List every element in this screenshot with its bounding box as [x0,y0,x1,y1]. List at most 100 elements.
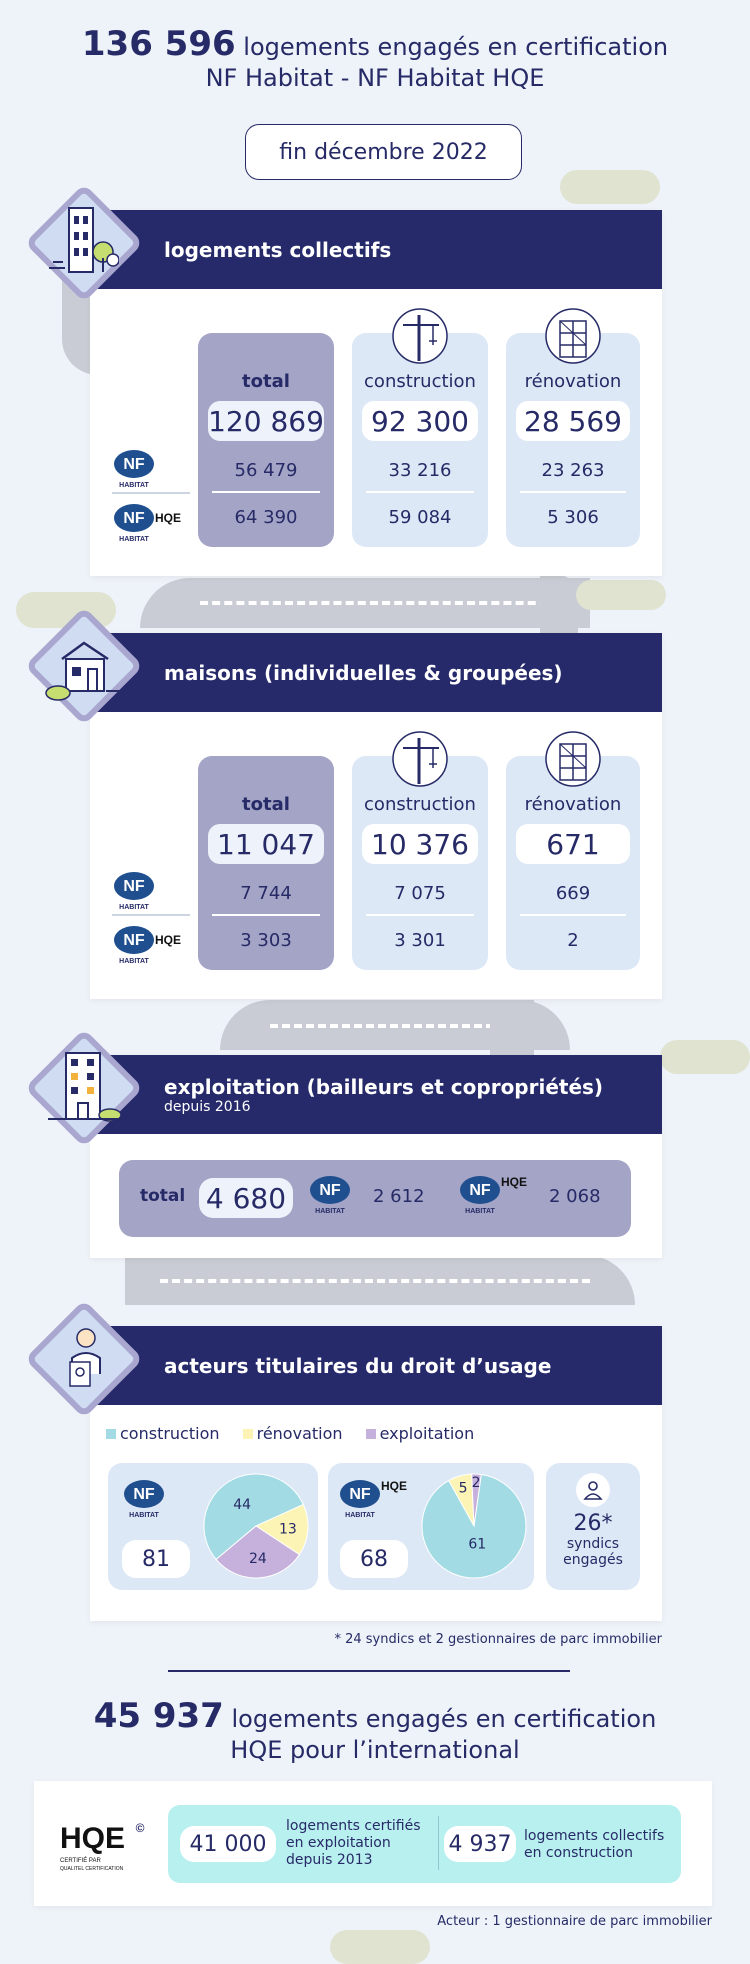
text-line: logements certifiés [286,1818,421,1834]
column-big-value: 671 [516,824,630,864]
hqe-value: 2 [567,930,579,951]
legend-renovation: rénovation [242,1424,343,1443]
collectifs-banner: logements collectifs [90,210,662,289]
column-label: rénovation [524,794,622,815]
nf-habitat-logo: NF HABITAT [112,868,162,912]
hqe-text: HQE [60,1822,125,1855]
legend-label: rénovation [256,1424,343,1443]
exploitation-total-value: 4 680 [199,1178,293,1218]
international-value-2: 4 937 [444,1826,516,1862]
hqe-text: HQE [155,933,181,947]
column-big-value: 11 047 [208,824,324,864]
column-divider [366,914,474,916]
maisons-banner: maisons (individuelles & groupées) [90,633,662,712]
road-dash [200,601,560,605]
maisons-total-column: total 11 047 7 744 3 303 [198,756,334,970]
road-dash [160,1279,590,1283]
house-icon [44,625,124,705]
international-text-2: logements collectifs en construction [524,1828,664,1862]
column-divider [212,491,320,493]
divider [112,492,190,494]
legend-exploitation: exploitation [365,1424,475,1443]
column-divider [520,914,626,916]
nf-value: 23 263 [541,460,605,481]
nf-value: 7 744 [240,883,292,904]
person-icon [576,1473,610,1507]
pie-slice [254,1503,309,1556]
collectifs-renovation-column: rénovation 28 569 23 263 5 306 [506,333,640,547]
text-line: depuis 2013 [286,1852,373,1868]
exploitation-hqe-value: 2 068 [549,1186,601,1207]
legend-construction: construction [106,1424,220,1443]
nf-acteurs-pie: 44 13 24 [203,1473,309,1579]
maisons-title: maisons (individuelles & groupées) [164,660,563,685]
separator-line [168,1670,570,1672]
nf-text: NF [469,1182,491,1199]
hqe-acteurs-pie: 61 5 2 [421,1473,527,1579]
column-divider [520,491,626,493]
nf-habitat-logo: NF HABITAT [112,446,162,490]
hqe-value: 3 303 [240,930,292,951]
hqe-cert-text: CERTIFIÉ PAR [60,1857,101,1864]
nf-text: NF [123,932,145,949]
nf-text: NF [319,1182,341,1199]
international-text-1: logements certifiés en exploitation depu… [286,1818,420,1869]
international-count: 45 937 [93,1696,224,1736]
nf-habitat-hqe-logo: NF HQE HABITAT [112,922,197,966]
road-dash [270,1024,530,1028]
pie-data-label: 13 [279,1521,297,1537]
syndics-box: 26* syndics engagés [546,1463,640,1590]
scaffold-icon [544,307,602,365]
nf-acteurs-total: 81 [122,1540,190,1578]
pie-slice [215,1525,301,1579]
header-title: 136 596 logements engagés en certificati… [0,24,750,64]
legend-label: exploitation [379,1424,475,1443]
crane-icon [391,730,449,788]
collectifs-title: logements collectifs [164,237,392,262]
nf-value: 56 479 [234,460,298,481]
divider [112,914,190,916]
hqe-value: 5 306 [547,507,599,528]
building-icon [44,202,124,282]
cloud-decoration [560,170,660,204]
column-label: rénovation [524,371,622,392]
international-subtitle: HQE pour l’international [230,1736,520,1764]
habitat-text: HABITAT [315,1208,345,1215]
habitat-text: HABITAT [129,1512,159,1519]
nf-value: 33 216 [388,460,452,481]
header-line1-text: logements engagés en certification [243,33,669,61]
header-count: 136 596 [81,24,236,64]
nf-text: NF [123,510,145,527]
nf-text: NF [133,1486,155,1503]
column-label: construction [364,371,476,392]
pie-data-label: 5 [459,1481,468,1497]
column-big-value: 28 569 [516,401,630,441]
box-divider [438,1816,439,1870]
cloud-decoration [16,592,116,628]
collectifs-total-column: total 120 869 56 479 64 390 [198,333,334,547]
text-line: en construction [524,1845,633,1861]
header-subtitle: NF Habitat - NF Habitat HQE [205,64,545,92]
apartment-building-icon [44,1047,124,1127]
cloud-decoration [660,1040,750,1074]
nf-habitat-hqe-logo: NF HQE HABITAT [458,1172,543,1216]
syndics-label-2: engagés [563,1552,623,1568]
column-divider [366,491,474,493]
hqe-acteurs-total: 68 [340,1540,408,1578]
scaffold-icon [544,730,602,788]
exploitation-title: exploitation (bailleurs et copropriétés) [164,1074,604,1099]
hqe-circle-mark: © [136,1821,145,1835]
exploitation-banner: exploitation (bailleurs et copropriétés)… [90,1055,662,1134]
acteurs-footnote: * 24 syndics et 2 gestionnaires de parc … [334,1632,662,1647]
nf-habitat-logo: NF HABITAT [308,1172,358,1216]
habitat-text: HABITAT [345,1512,375,1519]
hqe-cert-text: QUALITEL CERTIFICATION [60,1866,124,1872]
pie-slice [421,1473,527,1579]
legend-label: construction [120,1424,220,1443]
text-line: logements collectifs [524,1828,665,1844]
road-segment [490,1000,534,1060]
nf-habitat-logo: NF HABITAT [122,1476,172,1520]
hqe-value: 59 084 [388,507,452,528]
habitat-text: HABITAT [119,958,149,965]
pie-data-label: 61 [468,1537,486,1553]
